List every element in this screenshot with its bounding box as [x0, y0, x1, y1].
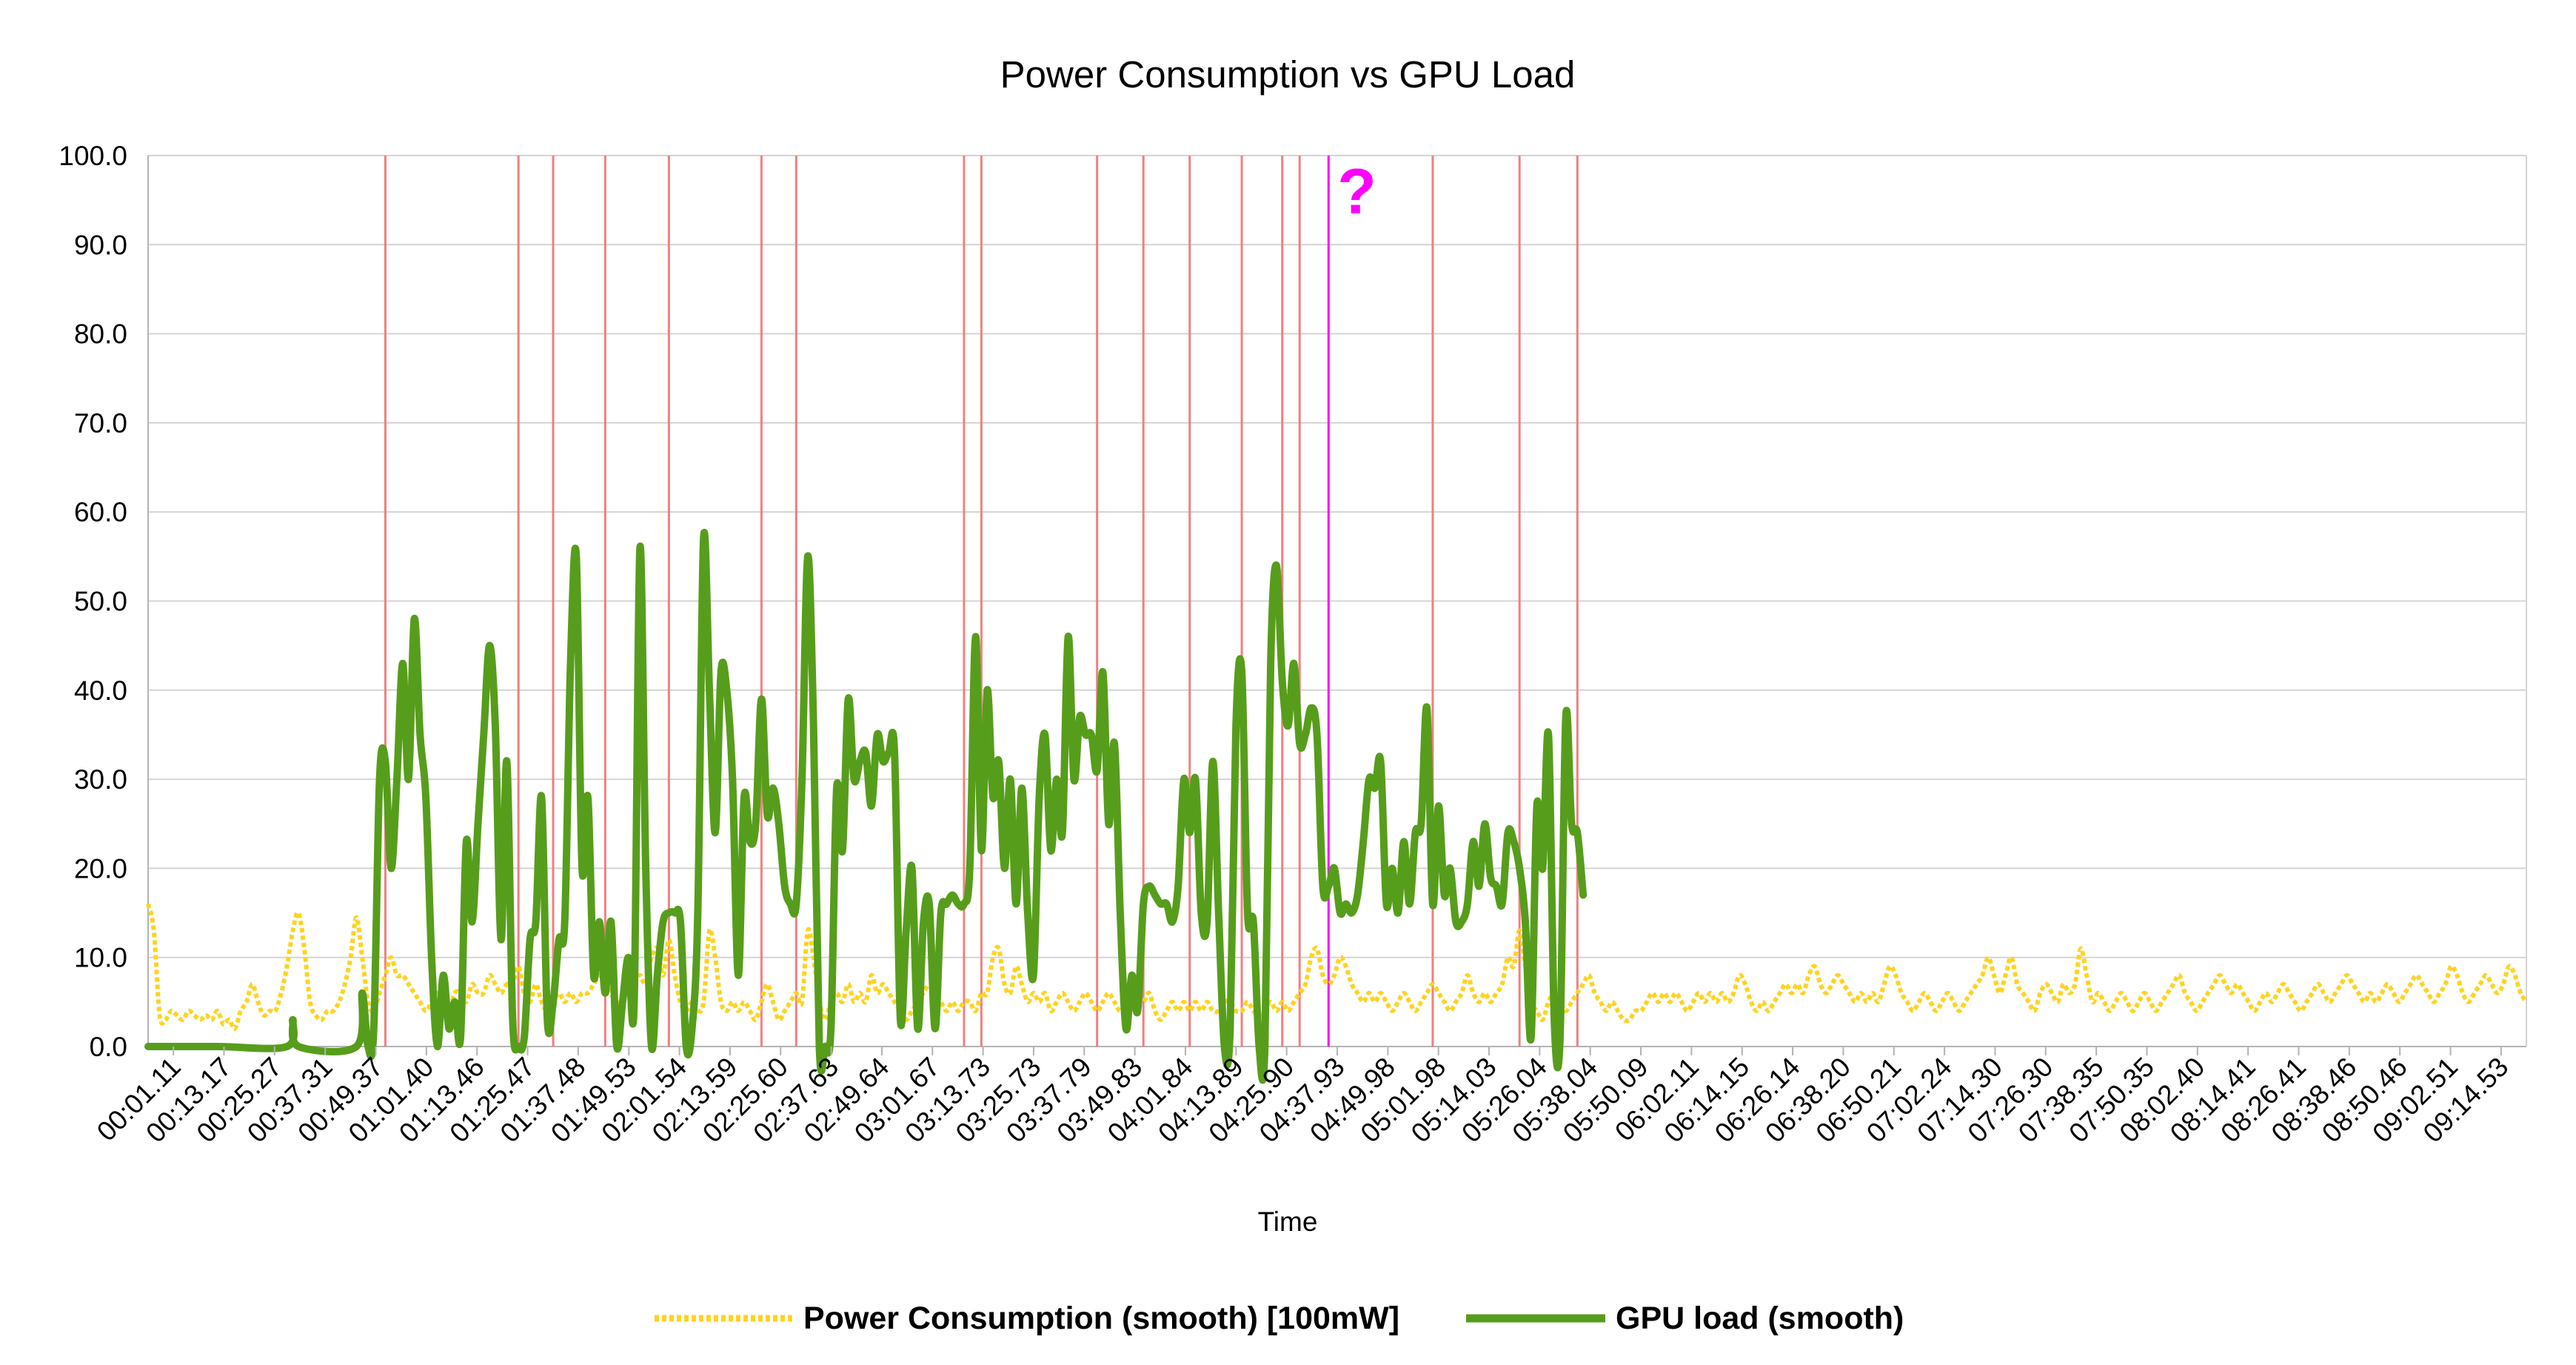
y-tick-label: 30.0 — [74, 764, 127, 795]
legend-label-gpu: GPU load (smooth) — [1616, 1301, 1904, 1336]
y-tick-label: 60.0 — [74, 497, 127, 527]
axis-layer: 0.0 10.0 20.0 30.0 40.0 50.0 60.0 70.0 80.0 90.0 1… — [58, 141, 2514, 1149]
legend-label-power: Power Consumption (smooth) [100mW] — [803, 1301, 1399, 1336]
x-axis-label: Time — [1258, 1207, 1318, 1237]
y-tick-label: 40.0 — [74, 675, 127, 706]
y-tick-label: 80.0 — [74, 319, 127, 350]
y-tick-label: 20.0 — [74, 853, 127, 884]
gpu-load-line — [144, 528, 1588, 1084]
question-mark-annotation: ? — [1337, 156, 1376, 227]
y-tick-label: 70.0 — [74, 408, 127, 438]
y-tick-label: 90.0 — [74, 230, 127, 260]
legend: Power Consumption (smooth) [100mW] GPU l… — [655, 1301, 1904, 1336]
series-layer — [144, 528, 2529, 1084]
y-tick-label: 100.0 — [58, 141, 127, 171]
y-tick-label: 10.0 — [74, 943, 127, 973]
power-consumption-line — [146, 903, 2529, 1031]
y-tick-label: 50.0 — [74, 587, 127, 617]
chart-title: Power Consumption vs GPU Load — [1000, 53, 1576, 96]
y-tick-label: 0.0 — [90, 1032, 127, 1062]
